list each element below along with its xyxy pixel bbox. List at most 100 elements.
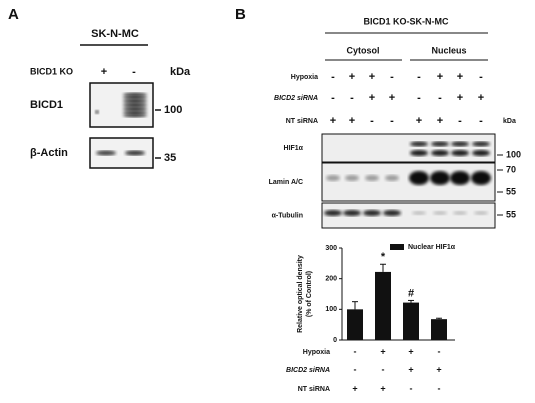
marker: 100 — [164, 104, 182, 116]
condition-sign: + — [369, 71, 375, 83]
blot-band — [123, 108, 147, 114]
legend-label: Nuclear HIF1α — [408, 244, 456, 251]
condition-label: NT siRNA — [286, 118, 318, 125]
marker: 55 — [506, 209, 516, 219]
blot-label: BICD1 — [30, 99, 63, 111]
blot-band — [123, 92, 147, 98]
condition-sign: - — [438, 346, 441, 356]
legend-swatch — [390, 244, 404, 250]
condition-sign: + — [416, 115, 422, 127]
blot-band — [450, 171, 470, 185]
marker: 55 — [506, 186, 516, 196]
y-tick-label: 0 — [333, 337, 337, 344]
blot-label: HIF1α — [284, 145, 304, 152]
condition-sign: + — [330, 115, 336, 127]
y-tick-label: 100 — [325, 306, 337, 313]
blot-band — [451, 150, 469, 156]
y-axis-label: Relative optical density — [297, 255, 304, 333]
error-bar — [380, 263, 386, 272]
blot-band — [472, 141, 490, 147]
blot-band — [343, 210, 361, 216]
blot-band — [431, 150, 449, 156]
condition-sign: + — [408, 346, 413, 356]
blot-band — [472, 150, 490, 156]
condition-sign: + — [389, 92, 395, 104]
blot-band — [430, 171, 450, 185]
blot-band — [412, 211, 426, 215]
condition-sign: - — [410, 383, 413, 393]
condition-sign: - — [458, 115, 462, 127]
condition-sign: - — [390, 71, 394, 83]
condition-sign: - — [438, 92, 442, 104]
blot-band — [125, 150, 145, 156]
blot-band — [123, 104, 147, 110]
condition-sign: - — [390, 115, 394, 127]
condition-sign: - — [350, 92, 354, 104]
condition-sign: + — [457, 71, 463, 83]
blot-frame — [89, 82, 154, 128]
condition-sign: + — [408, 364, 413, 374]
annotation: * — [381, 251, 386, 263]
bar — [347, 309, 363, 340]
blot-band — [410, 141, 428, 147]
condition-label: BICD2 siRNA — [286, 367, 330, 374]
condition-sign: + — [457, 92, 463, 104]
blot-band — [123, 112, 147, 118]
condition-sign: + — [437, 115, 443, 127]
fraction-label: Nucleus — [431, 45, 466, 55]
bar — [431, 319, 447, 340]
condition-label: NT siRNA — [298, 386, 330, 393]
condition-sign: - — [479, 115, 483, 127]
header: BICD1 KO-SK-N-MC — [364, 16, 449, 26]
condition-sign: - — [417, 92, 421, 104]
blot-label: Lamin A/C — [269, 179, 303, 186]
error-bar — [352, 301, 358, 310]
condition-sign: + — [349, 71, 355, 83]
blot-band — [363, 210, 381, 216]
condition-sign: - — [354, 346, 357, 356]
condition-sign: + — [478, 92, 484, 104]
blot-band — [451, 141, 469, 147]
condition-sign: - — [331, 92, 335, 104]
marker: 70 — [506, 164, 516, 174]
fraction-label: Cytosol — [346, 45, 379, 55]
condition-sign: + — [380, 346, 385, 356]
blot-label: α-Tubulin — [272, 212, 303, 219]
condition-sign: - — [479, 71, 483, 83]
blot-label: β-Actin — [30, 147, 68, 159]
blot-band — [345, 175, 359, 181]
blot-frame — [321, 162, 496, 202]
condition-label: BICD2 siRNA — [274, 95, 318, 102]
blot-band — [409, 171, 429, 185]
condition-sign: - — [438, 383, 441, 393]
marker: 100 — [506, 149, 521, 159]
bar — [403, 302, 419, 340]
condition-sign: + — [437, 71, 443, 83]
annotation: # — [408, 287, 414, 299]
condition-sign: - — [331, 71, 335, 83]
condition-sign: + — [349, 115, 355, 127]
blot-band — [96, 150, 116, 156]
bar — [375, 271, 391, 340]
blot-band — [431, 141, 449, 147]
blot-band — [326, 175, 340, 181]
condition-sign: - — [417, 71, 421, 83]
panel-label: A — [8, 6, 19, 23]
blot-band — [123, 96, 147, 102]
kda-label: kDa — [503, 118, 516, 125]
panel-label: B — [235, 6, 246, 23]
blot-band — [123, 100, 147, 106]
condition-sign: - — [382, 364, 385, 374]
condition-sign: - — [354, 364, 357, 374]
condition-sign: - — [370, 115, 374, 127]
y-tick-label: 200 — [325, 276, 337, 283]
y-tick-label: 300 — [325, 245, 337, 252]
blot-band — [471, 171, 491, 185]
condition-sign: + — [352, 383, 357, 393]
condition-label: Hypoxia — [303, 349, 330, 356]
condition-sign: + — [436, 364, 441, 374]
condition-sign: - — [132, 66, 136, 78]
condition-label: BICD1 KO — [30, 66, 73, 76]
condition-label: Hypoxia — [291, 74, 318, 81]
